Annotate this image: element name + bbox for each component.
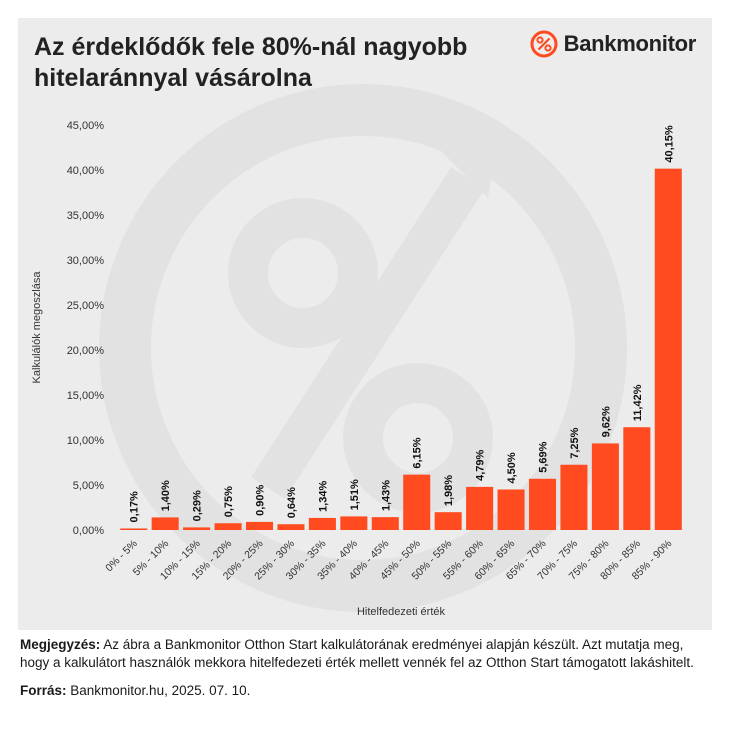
chart-title: Az érdeklődők fele 80%-nál nagyobb hitel… xyxy=(34,33,468,92)
bar xyxy=(371,517,399,530)
bar xyxy=(214,523,242,530)
x-axis-label: Hitelfedezeti érték xyxy=(357,606,446,618)
data-label: 0,29% xyxy=(192,490,204,521)
bar xyxy=(591,443,619,530)
bar xyxy=(120,528,148,530)
y-tick-label: 15,00% xyxy=(67,390,105,402)
data-label: 4,79% xyxy=(475,449,487,480)
data-label: 0,75% xyxy=(223,486,235,517)
footer-source: Forrás: Bankmonitor.hu, 2025. 07. 10. xyxy=(20,682,710,700)
bar xyxy=(560,464,588,530)
percent-logo-icon xyxy=(530,30,558,58)
percent-watermark-icon xyxy=(99,84,627,612)
bar xyxy=(623,427,651,530)
data-label: 40,15% xyxy=(663,125,675,163)
y-tick-label: 0,00% xyxy=(73,525,104,537)
bar xyxy=(403,474,431,530)
bar xyxy=(528,478,557,530)
source-text: Bankmonitor.hu, 2025. 07. 10. xyxy=(66,683,251,698)
data-label: 1,34% xyxy=(317,481,329,512)
bar-chart: 0,00% 5,00% 10,00% 15,00% 20,00% 25,00% 30,00%… xyxy=(31,120,682,618)
bar xyxy=(183,527,211,530)
y-axis-label: Kalkulálók megoszlása xyxy=(31,271,43,384)
data-label: 1,51% xyxy=(349,479,361,510)
bar xyxy=(497,489,525,530)
note-text: Az ábra a Bankmonitor Otthon Start kalku… xyxy=(20,637,694,670)
chart-panel: Az érdeklődők fele 80%-nál nagyobb hitel… xyxy=(18,18,712,630)
y-tick-label: 30,00% xyxy=(67,255,105,267)
data-label: 5,69% xyxy=(538,441,550,472)
bar xyxy=(277,524,305,530)
data-label: 9,62% xyxy=(600,406,612,437)
bankmonitor-logo: Bankmonitor xyxy=(530,30,696,58)
data-label: 1,98% xyxy=(443,475,455,506)
bar xyxy=(654,168,682,530)
data-label: 1,40% xyxy=(160,480,172,511)
data-label: 4,50% xyxy=(506,452,518,483)
footer-note: Megjegyzés: Az ábra a Bankmonitor Otthon… xyxy=(20,636,710,672)
y-tick-label: 5,00% xyxy=(73,480,104,492)
data-label: 0,90% xyxy=(255,484,267,515)
y-tick-label: 35,00% xyxy=(67,210,105,222)
y-tick-label: 40,00% xyxy=(67,165,105,177)
bar xyxy=(151,517,179,530)
y-tick-label: 25,00% xyxy=(67,300,105,312)
data-label: 6,15% xyxy=(412,437,424,468)
bar xyxy=(340,516,368,530)
note-label: Megjegyzés: xyxy=(20,637,101,652)
data-label: 7,25% xyxy=(569,427,581,458)
source-label: Forrás: xyxy=(20,683,67,698)
bar xyxy=(245,521,274,530)
bar xyxy=(434,512,462,530)
data-label: 11,42% xyxy=(632,384,644,421)
y-tick-label: 45,00% xyxy=(67,120,105,132)
data-label: 0,64% xyxy=(286,487,298,518)
footer: Megjegyzés: Az ábra a Bankmonitor Otthon… xyxy=(20,636,710,700)
bar xyxy=(466,486,494,530)
y-tick-label: 10,00% xyxy=(67,435,105,447)
bar xyxy=(308,517,336,530)
data-label: 0,17% xyxy=(129,491,141,522)
data-label: 1,43% xyxy=(380,480,392,511)
brand-name: Bankmonitor xyxy=(563,31,697,56)
y-tick-label: 20,00% xyxy=(67,345,105,357)
